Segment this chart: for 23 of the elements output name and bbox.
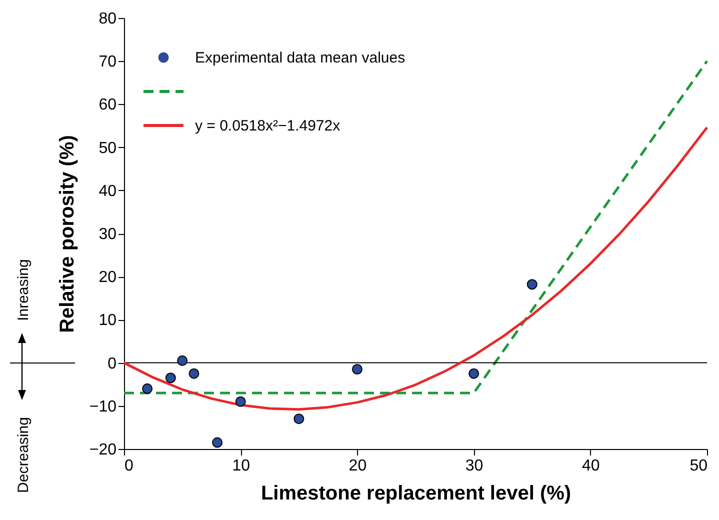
legend-label: Experimental data mean values bbox=[195, 50, 406, 66]
x-tick-label: 10 bbox=[232, 458, 250, 474]
x-tick-label: 50 bbox=[690, 458, 708, 474]
y-tick-label: −20 bbox=[89, 442, 117, 458]
y-axis-title: Relative porosity (%) bbox=[56, 135, 78, 333]
x-tick-label: 20 bbox=[348, 458, 367, 474]
y-tick-label: 80 bbox=[98, 10, 117, 28]
text: Inreasing bbox=[15, 259, 32, 321]
y-tick-label: 20 bbox=[98, 269, 117, 286]
y-tick-label: 40 bbox=[98, 182, 117, 200]
y-tick-label: 60 bbox=[98, 96, 117, 114]
x-axis-title: Limestone replacement level (%) bbox=[260, 482, 572, 504]
x-tick-label: 0 bbox=[124, 458, 134, 474]
x-tick-label: 30 bbox=[465, 458, 484, 474]
y-tick-label: 50 bbox=[98, 140, 117, 157]
y-tick-label: −10 bbox=[89, 398, 117, 416]
y-tick-label: 0 bbox=[108, 355, 117, 372]
y-tick-label: 10 bbox=[98, 312, 117, 330]
legend-label: y = 0.0518x²−1.4972x bbox=[195, 118, 341, 134]
y-tick-label: 30 bbox=[98, 226, 117, 243]
y-tick-label: 70 bbox=[98, 54, 117, 71]
text: Decreasing bbox=[15, 417, 32, 493]
x-tick-label: 40 bbox=[582, 458, 600, 474]
